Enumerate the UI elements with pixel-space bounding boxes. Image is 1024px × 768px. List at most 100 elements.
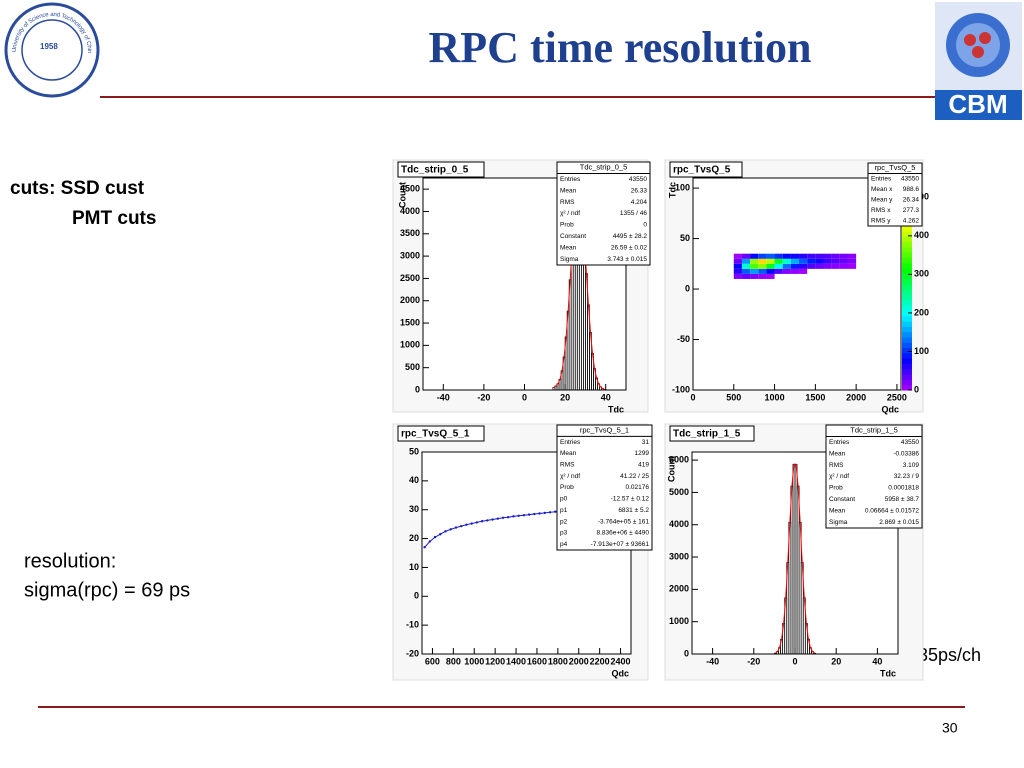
- stats-value: 26.34: [903, 196, 920, 203]
- resolution-line: resolution:: [24, 550, 116, 572]
- color-bar-step: [902, 358, 912, 364]
- profile-point: [501, 516, 505, 519]
- profile-point: [507, 516, 510, 519]
- stats-label: Prob: [829, 485, 843, 492]
- y-tick-label: 4000: [400, 206, 420, 216]
- heat-cell: [782, 263, 791, 269]
- cuts-line: cuts: SSD cust: [10, 178, 145, 199]
- y-tick-label: 3500: [400, 228, 420, 238]
- profile-point: [527, 513, 531, 516]
- x-tick-label: 1200: [485, 656, 505, 666]
- heat-cell: [733, 253, 742, 259]
- heat-cell: [831, 258, 840, 264]
- profile-point: [475, 521, 479, 524]
- x-tick-label: 1500: [805, 392, 825, 402]
- color-bar-step: [902, 246, 912, 253]
- charts: -40 -20 0 20 4005001000150020002500300035004…: [392, 159, 929, 681]
- stats-box: [825, 424, 923, 529]
- color-bar-step: [902, 326, 912, 333]
- x-tick-label: 40: [872, 656, 882, 666]
- profile-point: [554, 510, 557, 513]
- profile-point: [444, 530, 447, 533]
- color-bar-step: [902, 284, 912, 290]
- stats-value: 4495 ± 28.2: [613, 233, 648, 240]
- y-tick-label: 2000: [669, 584, 689, 594]
- y-tick-label: -50: [677, 334, 690, 344]
- stats-label: p0: [560, 496, 568, 503]
- heat-cell: [733, 258, 742, 264]
- heat-cell: [799, 263, 808, 269]
- y-tick-label: -100: [672, 384, 690, 394]
- y-tick-label: 4500: [400, 184, 420, 194]
- heat-cell: [766, 253, 775, 259]
- heat-cell: [790, 263, 800, 269]
- heat-cell: [790, 258, 800, 264]
- heat-cell: [782, 258, 791, 264]
- profile-point: [470, 522, 473, 525]
- stats-label: Constant: [829, 496, 855, 503]
- x-tick-label: -40: [706, 656, 719, 666]
- chart-title: rpc_TvsQ_5: [673, 165, 731, 176]
- z-tick-label: 400: [914, 230, 929, 240]
- heat-cell: [847, 253, 857, 259]
- logo-year: 1958: [40, 42, 58, 51]
- heat-cell: [799, 268, 808, 274]
- y-tick-label: 0: [684, 648, 689, 658]
- stats-title: rpc_TvsQ_5: [875, 163, 916, 172]
- stats-value: 2.869 ± 0.015: [879, 519, 919, 526]
- plot-area: [692, 177, 902, 391]
- color-bar-step: [902, 331, 912, 338]
- stats-value: 43550: [901, 439, 919, 446]
- heat-cell: [766, 263, 775, 269]
- stats-value: 43550: [901, 175, 919, 182]
- heat-cell: [741, 268, 751, 274]
- profile-point: [538, 512, 541, 515]
- color-bar-step: [902, 321, 912, 327]
- title-box: [397, 425, 485, 442]
- heat-cell: [807, 253, 816, 259]
- color-bar-step: [902, 299, 912, 306]
- profile-point: [533, 512, 536, 516]
- z-tick-label: 300: [914, 269, 929, 279]
- stats-label: p3: [560, 530, 568, 537]
- stats-value: 6831 ± 5.2: [618, 507, 649, 514]
- heat-cell: [782, 253, 791, 259]
- heat-cell: [774, 258, 783, 264]
- profile-point: [433, 535, 437, 539]
- x-tick-label: 2400: [611, 656, 631, 666]
- slide-title: RPC time resolution: [429, 23, 812, 72]
- color-bar-step: [902, 305, 912, 311]
- heat-cell: [741, 273, 751, 279]
- stats-value: 0.02176: [626, 484, 650, 491]
- profile-point: [439, 533, 442, 536]
- x-tick-label: 1000: [464, 656, 484, 666]
- stats-label: Mean: [560, 450, 577, 457]
- heat-cell: [758, 268, 767, 274]
- profile-point: [543, 511, 546, 515]
- color-bar-step: [902, 294, 912, 301]
- stats-label: Mean: [829, 508, 846, 515]
- y-tick-label: 10: [409, 562, 419, 572]
- x-tick-label: 500: [726, 392, 741, 402]
- color-bar-step: [902, 315, 912, 322]
- stats-label: Entries: [829, 439, 850, 446]
- stats-value: 31: [642, 439, 650, 446]
- y-tick-label: 50: [409, 446, 419, 456]
- chart-title: Tdc_strip_0_5: [401, 165, 469, 176]
- heat-cell: [799, 258, 808, 264]
- x-tick-label: 1400: [506, 656, 526, 666]
- x-tick-label: 0: [522, 392, 527, 402]
- heat-cell: [823, 263, 832, 269]
- color-bar-step: [902, 363, 912, 370]
- color-bar-step: [902, 379, 912, 386]
- stats-value: 988.6: [903, 186, 920, 193]
- heat-cell: [733, 263, 742, 269]
- heat-cell: [758, 258, 767, 264]
- heat-cell: [750, 273, 759, 279]
- color-bar-step: [902, 342, 912, 349]
- y-tick-label: 1000: [669, 616, 689, 626]
- chart-panel: -40 -20 0 20 40 0 500 1000 1500 2000 2500 3000 3500 4…: [392, 159, 651, 414]
- stats-value: 1299: [635, 450, 650, 457]
- profile-point: [428, 540, 432, 543]
